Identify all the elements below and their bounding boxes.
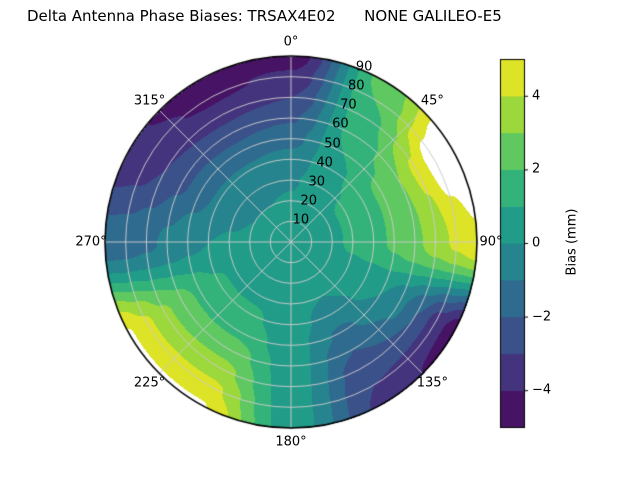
figure-title: Delta Antenna Phase Biases: TRSAX4E02 NO… bbox=[27, 7, 502, 25]
